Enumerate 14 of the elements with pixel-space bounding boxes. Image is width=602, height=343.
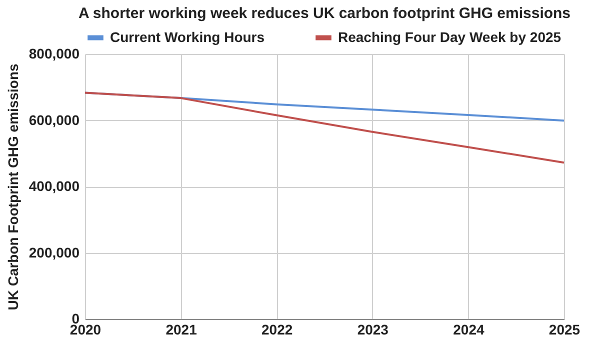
- y-tick-label: 200,000: [28, 244, 80, 260]
- y-tick-label: 600,000: [28, 112, 80, 128]
- line-series: [84, 92, 565, 164]
- x-tick-label: 2021: [166, 322, 198, 338]
- y-tick-label: 400,000: [28, 178, 80, 194]
- x-tick-label: 2022: [262, 322, 293, 338]
- x-tick-label: 2025: [548, 322, 580, 338]
- legend-label: Current Working Hours: [110, 28, 265, 45]
- legend-label: Reaching Four Day Week by 2025: [338, 28, 562, 45]
- chart-title: A shorter working week reduces UK carbon footprint GHG emissions: [78, 5, 571, 22]
- y-axis-title: UK Carbon Footprint GHG emissions: [4, 64, 21, 310]
- x-tick-label: 2023: [357, 322, 389, 338]
- y-tick-label: 800,000: [28, 46, 80, 62]
- x-tick-label: 2024: [453, 322, 484, 338]
